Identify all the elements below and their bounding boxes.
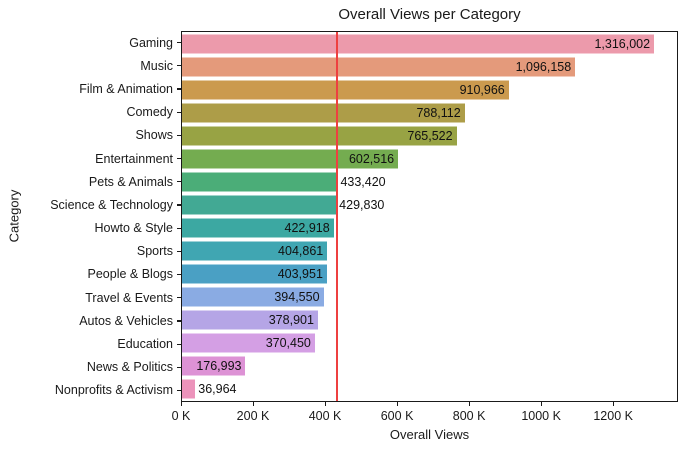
- y-tick-mark: [177, 343, 181, 345]
- x-tick-label-200-k: 200 K: [236, 409, 270, 423]
- bar-film-animation: [182, 80, 509, 100]
- y-tick-mark: [177, 389, 181, 392]
- x-tick-label-600-k: 600 K: [380, 409, 414, 423]
- y-tick-mark: [177, 273, 181, 276]
- value-label-film-animation: 910,966: [459, 82, 505, 97]
- y-tick-label-sports: Sports: [136, 244, 173, 259]
- bar-row-autos-vehicles: 378,901: [182, 309, 677, 332]
- y-tick-mark: [177, 88, 181, 90]
- bar-row-nonprofits-activism: 36,964: [182, 378, 677, 401]
- bar-music: [182, 57, 576, 77]
- y-tick-mark: [177, 65, 181, 67]
- value-label-travel-events: 394,550: [274, 290, 320, 305]
- x-tick-mark: [180, 402, 182, 406]
- y-tick-label-howto-style: Howto & Style: [94, 221, 173, 236]
- value-label-shows: 765,522: [407, 128, 453, 143]
- bar-row-travel-events: 394,550: [182, 286, 677, 309]
- y-tick-label-pets-animals: Pets & Animals: [88, 174, 173, 189]
- value-label-news-politics: 176,993: [196, 359, 242, 374]
- bar-education: [182, 333, 315, 353]
- bar-row-music: 1,096,158: [182, 55, 677, 78]
- value-label-entertainment: 602,516: [348, 151, 395, 166]
- bar-row-people-blogs: 403,951: [182, 263, 677, 286]
- chart-title: Overall Views per Category: [338, 6, 521, 23]
- x-tick-mark: [252, 402, 254, 406]
- y-tick-mark: [177, 134, 181, 137]
- bar-row-news-politics: 176,993: [182, 355, 677, 378]
- bar-row-shows: 765,522: [182, 124, 677, 147]
- y-tick-label-travel-events: Travel & Events: [85, 290, 173, 305]
- value-label-science-technology: 429,830: [339, 197, 385, 212]
- y-tick-mark: [177, 111, 181, 113]
- value-label-autos-vehicles: 378,901: [268, 313, 314, 328]
- y-tick-mark: [177, 158, 181, 160]
- x-tick-label-1200-k: 1200 K: [593, 409, 633, 423]
- bar-pets-animals: [182, 172, 338, 192]
- y-tick-mark: [177, 227, 181, 229]
- bar-entertainment: [182, 149, 399, 169]
- plot-area: 1,316,002 1,096,158 910,966 788,112 765,522 6…: [181, 31, 678, 402]
- value-label-pets-animals: 433,420: [340, 174, 386, 189]
- bar-people-blogs: [182, 264, 327, 284]
- bar-nonprofits-activism: [182, 379, 196, 399]
- x-tick-mark: [612, 402, 614, 406]
- bar-row-education: 370,450: [182, 332, 677, 355]
- bar-shows: [182, 126, 457, 146]
- bar-row-pets-animals: 433,420: [182, 170, 677, 193]
- x-tick-mark: [540, 402, 542, 406]
- x-tick-mark: [396, 402, 398, 406]
- y-tick-label-people-blogs: People & Blogs: [87, 267, 173, 282]
- bar-autos-vehicles: [182, 310, 318, 330]
- bar-science-technology: [182, 195, 337, 215]
- bar-row-howto-style: 422,918: [182, 217, 677, 240]
- x-tick-label-0-k: 0 K: [171, 409, 191, 423]
- bar-travel-events: [182, 287, 324, 307]
- y-tick-mark: [177, 42, 181, 44]
- bar-sports: [182, 241, 328, 261]
- bar-gaming: [182, 34, 655, 54]
- value-label-sports: 404,861: [278, 244, 324, 259]
- value-label-education: 370,450: [265, 336, 311, 351]
- bar-row-comedy: 788,112: [182, 101, 677, 124]
- value-label-gaming: 1,316,002: [594, 36, 651, 51]
- x-tick-label-400-k: 400 K: [308, 409, 342, 423]
- y-tick-label-comedy: Comedy: [126, 105, 173, 120]
- x-tick-label-1000-k: 1000 K: [521, 409, 561, 423]
- value-label-comedy: 788,112: [416, 105, 461, 120]
- value-label-music: 1,096,158: [515, 59, 572, 74]
- value-label-howto-style: 422,918: [284, 221, 330, 236]
- y-tick-label-film-animation: Film & Animation: [79, 81, 173, 96]
- y-tick-mark: [177, 250, 181, 252]
- y-tick-label-education: Education: [117, 337, 173, 352]
- y-tick-label-news-politics: News & Politics: [86, 360, 173, 375]
- bar-row-film-animation: 910,966: [182, 78, 677, 101]
- bar-row-gaming: 1,316,002: [182, 32, 677, 55]
- y-tick-label-entertainment: Entertainment: [95, 151, 173, 166]
- y-tick-label-gaming: Gaming: [129, 35, 173, 50]
- y-tick-mark: [177, 181, 181, 183]
- x-tick-mark: [324, 402, 326, 406]
- bar-comedy: [182, 103, 465, 123]
- reference-line: [336, 32, 338, 401]
- bar-row-entertainment: 602,516: [182, 147, 677, 170]
- y-tick-label-science-technology: Science & Technology: [50, 197, 173, 212]
- bar-row-sports: 404,861: [182, 240, 677, 263]
- y-tick-mark: [177, 320, 181, 322]
- y-tick-label-shows: Shows: [135, 128, 173, 143]
- bar-news-politics: [182, 356, 246, 376]
- value-label-nonprofits-activism: 36,964: [198, 382, 237, 397]
- y-tick-label-autos-vehicles: Autos & Vehicles: [79, 313, 173, 328]
- x-tick-label-800-k: 800 K: [452, 409, 486, 423]
- value-label-people-blogs: 403,951: [277, 267, 323, 282]
- y-tick-label-music: Music: [140, 58, 173, 73]
- y-tick-mark: [177, 204, 181, 206]
- x-axis-label: Overall Views: [389, 427, 470, 442]
- bar-howto-style: [182, 218, 334, 238]
- x-tick-mark: [468, 402, 470, 406]
- y-tick-mark: [177, 366, 181, 368]
- y-tick-label-nonprofits-activism: Nonprofits & Activism: [54, 383, 173, 398]
- bar-row-science-technology: 429,830: [182, 193, 677, 216]
- y-tick-mark: [177, 297, 181, 299]
